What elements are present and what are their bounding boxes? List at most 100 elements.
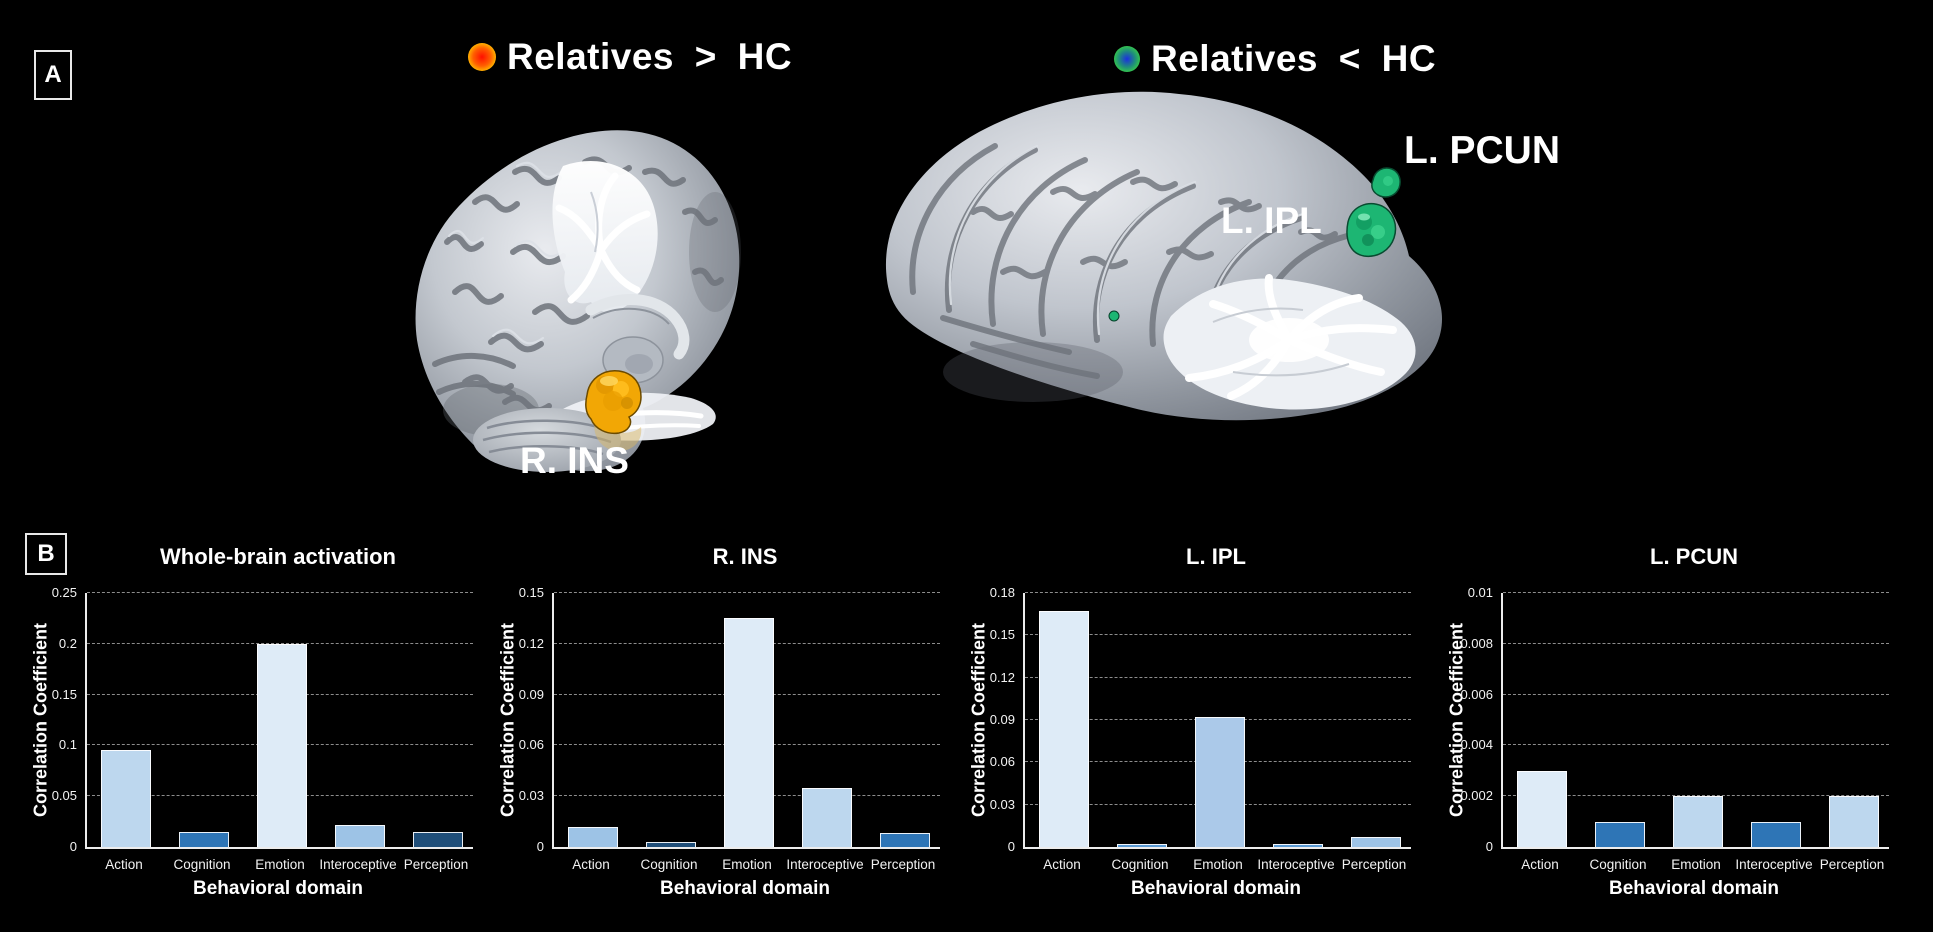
x-category-label: Interoceptive xyxy=(1257,857,1335,872)
cool-cluster-l-ipl xyxy=(1346,202,1397,258)
gridline xyxy=(1025,592,1411,593)
bar xyxy=(1351,837,1401,847)
gridline xyxy=(554,592,940,593)
y-tick-label: 0.004 xyxy=(1460,737,1493,753)
x-category-label: Cognition xyxy=(1111,857,1169,872)
bar xyxy=(1751,821,1801,847)
x-axis-label: Behavioral domain xyxy=(1609,878,1779,899)
bar xyxy=(413,831,463,847)
x-category-label: Emotion xyxy=(722,857,772,872)
x-category-label: Action xyxy=(572,857,610,872)
bar xyxy=(335,824,385,847)
plot-area xyxy=(1023,592,1411,849)
y-tick-label: 0.002 xyxy=(1460,788,1493,804)
x-category-label: Cognition xyxy=(173,857,231,872)
y-tick-label: 0.03 xyxy=(518,788,544,804)
left-brain-render xyxy=(415,130,741,472)
hot-colormap-dot-icon xyxy=(468,43,496,71)
panel-a-label-box: A xyxy=(34,50,72,100)
x-category-label: Interoceptive xyxy=(786,857,864,872)
bar xyxy=(568,826,618,847)
cool-clusters xyxy=(1108,167,1401,322)
cool-colormap-dot-icon xyxy=(1114,46,1140,72)
x-category-label: Perception xyxy=(1341,857,1407,872)
plot-area xyxy=(552,592,940,849)
right-brain-render xyxy=(885,91,1443,421)
x-category-label: Cognition xyxy=(1589,857,1647,872)
plot-area xyxy=(1501,592,1889,849)
y-tick-label: 0.15 xyxy=(51,686,77,702)
x-category-label: Action xyxy=(105,857,143,872)
x-category-label: Emotion xyxy=(1193,857,1243,872)
x-category-label: Perception xyxy=(870,857,936,872)
bar-chart: Whole-brain activation Correlation Coeff… xyxy=(25,540,495,920)
right-brain-white-matter xyxy=(1163,274,1416,410)
bar xyxy=(880,833,930,847)
x-category-label: Perception xyxy=(403,857,469,872)
bar xyxy=(1595,821,1645,847)
y-tick-label: 0 xyxy=(1485,839,1493,854)
chart-title: Whole-brain activation xyxy=(160,544,396,569)
x-axis-label: Behavioral domain xyxy=(1131,878,1301,899)
plot-area xyxy=(85,592,473,849)
gridline xyxy=(87,592,473,593)
bar-chart: R. INS Correlation Coefficient Behaviora… xyxy=(492,540,962,920)
x-category-label: Emotion xyxy=(255,857,305,872)
y-tick-label: 0.03 xyxy=(989,796,1015,812)
x-category-label: Action xyxy=(1521,857,1559,872)
y-tick-label: 0 xyxy=(536,839,544,854)
y-tick-label: 0.15 xyxy=(989,627,1015,643)
y-tick-label: 0.12 xyxy=(518,635,544,651)
bar xyxy=(1039,611,1089,847)
chart-title: R. INS xyxy=(712,544,778,569)
hot-cluster-r-ins xyxy=(585,370,642,451)
gridline xyxy=(87,642,473,644)
bar-chart: L. PCUN Correlation Coefficient Behavior… xyxy=(1441,540,1911,920)
x-category-label: Emotion xyxy=(1671,857,1721,872)
y-tick-label: 0.06 xyxy=(989,754,1015,770)
y-tick-label: 0.06 xyxy=(518,737,544,753)
x-category-label: Interoceptive xyxy=(1735,857,1813,872)
bar xyxy=(1273,844,1323,847)
bar xyxy=(1195,717,1245,847)
bar xyxy=(724,618,774,847)
x-category-label: Action xyxy=(1043,857,1081,872)
bar xyxy=(1829,796,1879,847)
y-tick-label: 0.01 xyxy=(1467,585,1493,600)
cluster-label-l-ipl: L. IPL xyxy=(1221,200,1322,241)
gridline xyxy=(1503,642,1889,644)
y-tick-label: 0.09 xyxy=(989,712,1015,727)
cluster-label-l-pcun: L. PCUN xyxy=(1404,129,1560,172)
x-axis-label: Behavioral domain xyxy=(660,878,830,899)
bar xyxy=(802,787,852,847)
gridline xyxy=(1503,744,1889,746)
x-category-label: Cognition xyxy=(640,857,698,872)
y-tick-label: 0.05 xyxy=(51,788,77,804)
panel-a-label: A xyxy=(44,61,62,88)
panel-b-label-box: B xyxy=(25,533,67,575)
bar xyxy=(1517,770,1567,847)
hot-legend-title: Relatives > HC xyxy=(507,36,793,77)
cool-legend: Relatives < HC xyxy=(1114,35,1436,83)
cool-cluster-l-pcun xyxy=(1371,167,1401,198)
gridline xyxy=(1025,676,1411,678)
y-tick-label: 0.008 xyxy=(1460,635,1493,651)
x-axis-label: Behavioral domain xyxy=(193,878,363,899)
gridline xyxy=(1503,693,1889,695)
bar xyxy=(179,831,229,847)
gridline xyxy=(1503,795,1889,797)
y-tick-label: 0.2 xyxy=(58,635,77,651)
hot-legend: Relatives > HC xyxy=(468,33,792,81)
left-brain-gyri xyxy=(432,156,724,414)
y-tick-label: 0 xyxy=(1007,839,1015,854)
left-brain-gyri-highlights xyxy=(447,161,567,345)
bar xyxy=(1673,796,1723,847)
bar xyxy=(257,643,307,847)
cool-cluster-small-dot xyxy=(1108,310,1120,322)
gridline xyxy=(1503,592,1889,593)
x-category-label: Perception xyxy=(1819,857,1885,872)
y-tick-label: 0 xyxy=(69,839,77,854)
y-tick-label: 0.15 xyxy=(518,585,544,600)
y-tick-label: 0.006 xyxy=(1460,686,1493,702)
